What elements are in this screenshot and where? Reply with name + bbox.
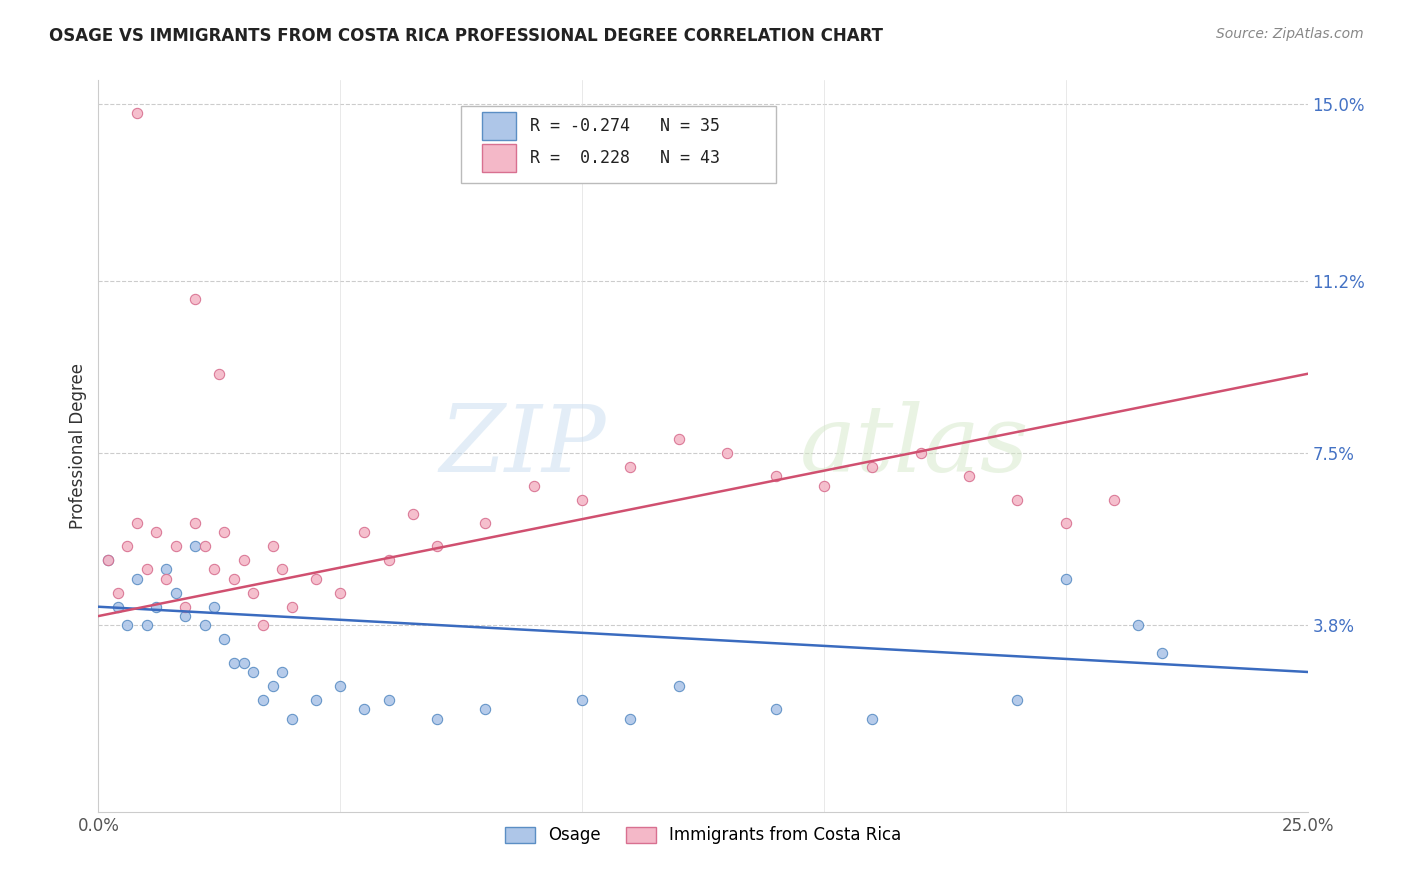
Point bbox=[619, 460, 641, 475]
Point bbox=[474, 516, 496, 530]
Point bbox=[212, 632, 235, 647]
Point bbox=[194, 539, 217, 553]
Point bbox=[155, 562, 177, 576]
Point bbox=[97, 553, 120, 567]
Point bbox=[194, 618, 217, 632]
Point bbox=[127, 516, 149, 530]
Point bbox=[184, 292, 207, 306]
Point bbox=[242, 665, 264, 679]
Point bbox=[107, 586, 129, 600]
Point bbox=[910, 446, 932, 460]
Text: OSAGE VS IMMIGRANTS FROM COSTA RICA PROFESSIONAL DEGREE CORRELATION CHART: OSAGE VS IMMIGRANTS FROM COSTA RICA PROF… bbox=[49, 27, 883, 45]
Point bbox=[252, 618, 274, 632]
Point bbox=[523, 478, 546, 492]
Point bbox=[402, 507, 425, 521]
Point bbox=[426, 712, 449, 726]
Point bbox=[232, 553, 254, 567]
Point bbox=[716, 446, 738, 460]
Point bbox=[204, 599, 226, 614]
Point bbox=[174, 599, 197, 614]
Point bbox=[145, 599, 167, 614]
Point bbox=[860, 460, 883, 475]
Point bbox=[305, 572, 328, 586]
Point bbox=[204, 562, 226, 576]
Point bbox=[813, 478, 835, 492]
Point bbox=[571, 693, 593, 707]
Text: R =  0.228   N = 43: R = 0.228 N = 43 bbox=[530, 149, 720, 167]
Point bbox=[222, 572, 245, 586]
Point bbox=[353, 702, 375, 716]
Point bbox=[571, 492, 593, 507]
Point bbox=[155, 572, 177, 586]
Point bbox=[957, 469, 980, 483]
Point bbox=[208, 367, 231, 381]
Point bbox=[117, 539, 139, 553]
Point bbox=[271, 562, 294, 576]
Point bbox=[252, 693, 274, 707]
Point bbox=[117, 618, 139, 632]
Text: atlas: atlas bbox=[800, 401, 1029, 491]
Point bbox=[1102, 492, 1125, 507]
FancyBboxPatch shape bbox=[461, 106, 776, 183]
Point bbox=[765, 702, 787, 716]
Legend: Osage, Immigrants from Costa Rica: Osage, Immigrants from Costa Rica bbox=[498, 820, 908, 851]
Point bbox=[107, 599, 129, 614]
Point bbox=[377, 693, 399, 707]
FancyBboxPatch shape bbox=[482, 112, 516, 140]
Point bbox=[262, 679, 284, 693]
Point bbox=[165, 539, 187, 553]
Point bbox=[184, 539, 207, 553]
Point bbox=[329, 679, 352, 693]
Text: Source: ZipAtlas.com: Source: ZipAtlas.com bbox=[1216, 27, 1364, 41]
Point bbox=[1054, 516, 1077, 530]
Point bbox=[1007, 492, 1029, 507]
FancyBboxPatch shape bbox=[482, 144, 516, 171]
Point bbox=[127, 106, 149, 120]
Point bbox=[305, 693, 328, 707]
Text: ZIP: ZIP bbox=[440, 401, 606, 491]
Point bbox=[97, 553, 120, 567]
Point bbox=[1054, 572, 1077, 586]
Point bbox=[281, 712, 304, 726]
Point bbox=[184, 516, 207, 530]
Point bbox=[1128, 618, 1150, 632]
Point bbox=[668, 432, 690, 446]
Point bbox=[426, 539, 449, 553]
Y-axis label: Professional Degree: Professional Degree bbox=[69, 363, 87, 529]
Point bbox=[474, 702, 496, 716]
Point bbox=[212, 525, 235, 540]
Point bbox=[165, 586, 187, 600]
Point bbox=[353, 525, 375, 540]
Point bbox=[765, 469, 787, 483]
Point bbox=[222, 656, 245, 670]
Point bbox=[860, 712, 883, 726]
Point bbox=[329, 586, 352, 600]
Point bbox=[1007, 693, 1029, 707]
Point bbox=[271, 665, 294, 679]
Point bbox=[619, 712, 641, 726]
Point bbox=[242, 586, 264, 600]
Point bbox=[377, 553, 399, 567]
Text: R = -0.274   N = 35: R = -0.274 N = 35 bbox=[530, 118, 720, 136]
Point bbox=[281, 599, 304, 614]
Point bbox=[135, 618, 157, 632]
Point bbox=[135, 562, 157, 576]
Point bbox=[145, 525, 167, 540]
Point bbox=[127, 572, 149, 586]
Point bbox=[262, 539, 284, 553]
Point bbox=[668, 679, 690, 693]
Point bbox=[1152, 646, 1174, 660]
Point bbox=[232, 656, 254, 670]
Point bbox=[174, 609, 197, 624]
